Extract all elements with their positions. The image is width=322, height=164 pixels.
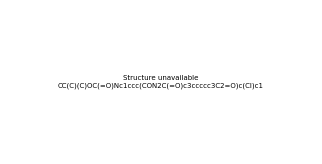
Text: Structure unavailable
CC(C)(C)OC(=O)Nc1ccc(CON2C(=O)c3ccccc3C2=O)c(Cl)c1: Structure unavailable CC(C)(C)OC(=O)Nc1c… bbox=[58, 75, 264, 89]
